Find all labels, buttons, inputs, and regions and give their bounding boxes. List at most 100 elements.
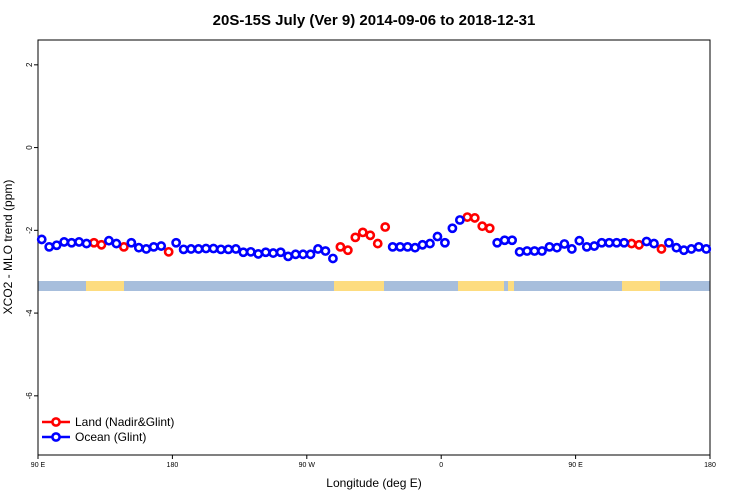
point	[36, 234, 47, 245]
point	[268, 248, 279, 258]
point	[425, 238, 435, 249]
y-tick-label: 0	[25, 145, 34, 150]
point	[118, 241, 129, 252]
point	[544, 241, 555, 252]
point	[245, 246, 256, 257]
point	[678, 245, 689, 256]
point	[619, 237, 630, 248]
point	[559, 239, 570, 249]
point	[641, 236, 652, 247]
y-tick-label: -4	[25, 309, 34, 317]
land-strip	[508, 281, 514, 291]
point	[350, 232, 361, 243]
point	[193, 244, 204, 254]
point	[81, 238, 92, 249]
point	[283, 251, 294, 262]
point	[529, 246, 540, 256]
x-tick-label: 180	[704, 462, 716, 469]
x-tick-label: 90 W	[299, 462, 316, 469]
point	[537, 246, 547, 256]
point	[402, 241, 413, 252]
point	[417, 239, 428, 250]
point	[469, 213, 480, 223]
point	[126, 237, 137, 248]
land-sea-strip	[38, 281, 710, 291]
point	[51, 240, 62, 251]
point	[432, 231, 443, 242]
land-strip	[458, 281, 504, 291]
point	[671, 242, 682, 253]
point	[372, 238, 383, 249]
point	[171, 237, 182, 248]
point	[290, 249, 301, 260]
point	[335, 241, 346, 252]
land-strip	[622, 281, 660, 291]
land-strip	[334, 281, 384, 291]
point	[462, 212, 473, 222]
y-axis-title: XCO2 - MLO trend (ppm)	[1, 180, 15, 315]
point	[328, 253, 338, 264]
point	[365, 230, 376, 241]
point	[514, 246, 525, 257]
x-tick-label: 0	[439, 462, 443, 469]
point	[201, 243, 211, 254]
point	[522, 246, 532, 256]
x-tick-label: 90 E	[568, 462, 583, 469]
point	[186, 244, 196, 254]
point	[320, 246, 331, 256]
point	[447, 223, 458, 234]
point	[275, 247, 286, 258]
point	[230, 244, 241, 254]
legend-label: Land (Nadir&Glint)	[75, 415, 174, 429]
x-tick-label: 90 E	[31, 462, 46, 469]
legend-marker	[51, 432, 61, 442]
point	[626, 238, 637, 249]
point	[89, 237, 99, 248]
point	[208, 243, 219, 254]
chart-title: 20S-15S July (Ver 9) 2014-09-06 to 2018-…	[213, 12, 536, 29]
point	[693, 241, 704, 252]
point	[387, 241, 398, 252]
point	[566, 244, 577, 254]
point	[656, 244, 667, 254]
point	[395, 241, 406, 252]
point	[313, 244, 323, 254]
point	[701, 244, 712, 254]
point	[581, 241, 592, 252]
point	[141, 244, 152, 254]
point	[477, 221, 488, 232]
point	[574, 235, 585, 246]
point	[111, 238, 122, 249]
point	[484, 223, 495, 234]
point	[342, 245, 353, 256]
point	[104, 235, 114, 246]
point	[238, 247, 249, 258]
point	[634, 239, 644, 250]
x-axis-title: Longitude (deg E)	[326, 476, 421, 490]
point	[589, 241, 600, 251]
y-tick-label: -2	[25, 226, 34, 234]
land-strip	[86, 281, 124, 291]
point	[59, 237, 70, 247]
point	[686, 244, 697, 254]
point	[216, 244, 226, 255]
point	[66, 237, 77, 248]
point	[357, 227, 368, 238]
point	[163, 246, 174, 257]
point	[604, 237, 615, 248]
point	[492, 237, 503, 248]
point	[611, 237, 622, 248]
point	[223, 244, 234, 255]
point	[178, 244, 189, 255]
point	[507, 235, 518, 246]
point	[552, 242, 562, 253]
point	[253, 249, 264, 259]
point	[596, 237, 607, 248]
point	[74, 237, 84, 247]
point	[454, 215, 465, 225]
point	[298, 249, 308, 260]
point	[649, 238, 659, 249]
point	[44, 241, 55, 252]
